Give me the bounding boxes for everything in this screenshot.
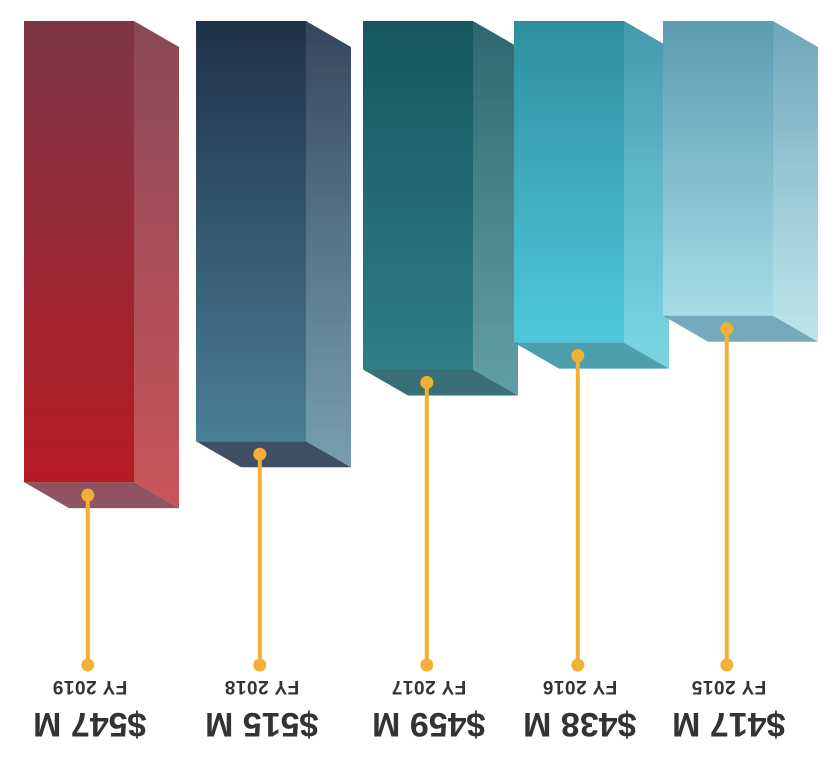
callout-pin-dot	[81, 488, 95, 502]
bar-side-face	[306, 21, 351, 468]
category-label: FY 2019	[52, 676, 127, 697]
bar-fy-2019	[24, 21, 179, 509]
callout-pin-dot	[420, 658, 434, 672]
callout-pin-dot	[720, 322, 734, 336]
bar-side-face	[773, 21, 818, 342]
callout-pin-dot	[571, 658, 585, 672]
category-label: FY 2017	[391, 676, 466, 697]
callout-pin-dot	[253, 447, 267, 461]
bar-side-face	[473, 21, 518, 396]
value-label: $438 M	[523, 705, 636, 743]
labels-layer: $547 M FY 2019 $515 M FY 2018 $459 M FY 2017 $…	[33, 676, 785, 743]
bar-fy-2015	[663, 21, 818, 342]
callout-pin-dot	[81, 658, 95, 672]
bars-layer	[24, 21, 818, 509]
value-label: $417 M	[672, 705, 785, 743]
callout-pin-dot	[571, 349, 585, 363]
callout-pin-dot	[420, 376, 434, 390]
category-label: FY 2018	[224, 676, 299, 697]
value-label: $515 M	[205, 705, 318, 743]
bar-top-face	[196, 441, 351, 468]
bar-front-face	[363, 21, 473, 370]
bar-front-face	[514, 21, 624, 343]
bar-side-face	[134, 21, 179, 509]
category-label: FY 2016	[542, 676, 617, 697]
category-label: FY 2015	[691, 676, 766, 697]
callout-pin-dot	[720, 658, 734, 672]
bar-front-face	[196, 21, 306, 442]
bar-fy-2017	[363, 21, 518, 396]
bar-front-face	[663, 21, 773, 316]
bar-top-face	[514, 342, 669, 369]
callout-pin-dot	[253, 658, 267, 672]
pins-layer	[81, 322, 734, 672]
value-label: $459 M	[372, 705, 485, 743]
bar-side-face	[624, 21, 669, 369]
bar-front-face	[24, 21, 134, 483]
bar-fy-2018	[196, 21, 351, 468]
value-label: $547 M	[33, 705, 146, 743]
bar-top-face	[24, 482, 179, 509]
bar-top-face	[663, 315, 818, 342]
bar-fy-2016	[514, 21, 669, 369]
bar-top-face	[363, 369, 518, 396]
